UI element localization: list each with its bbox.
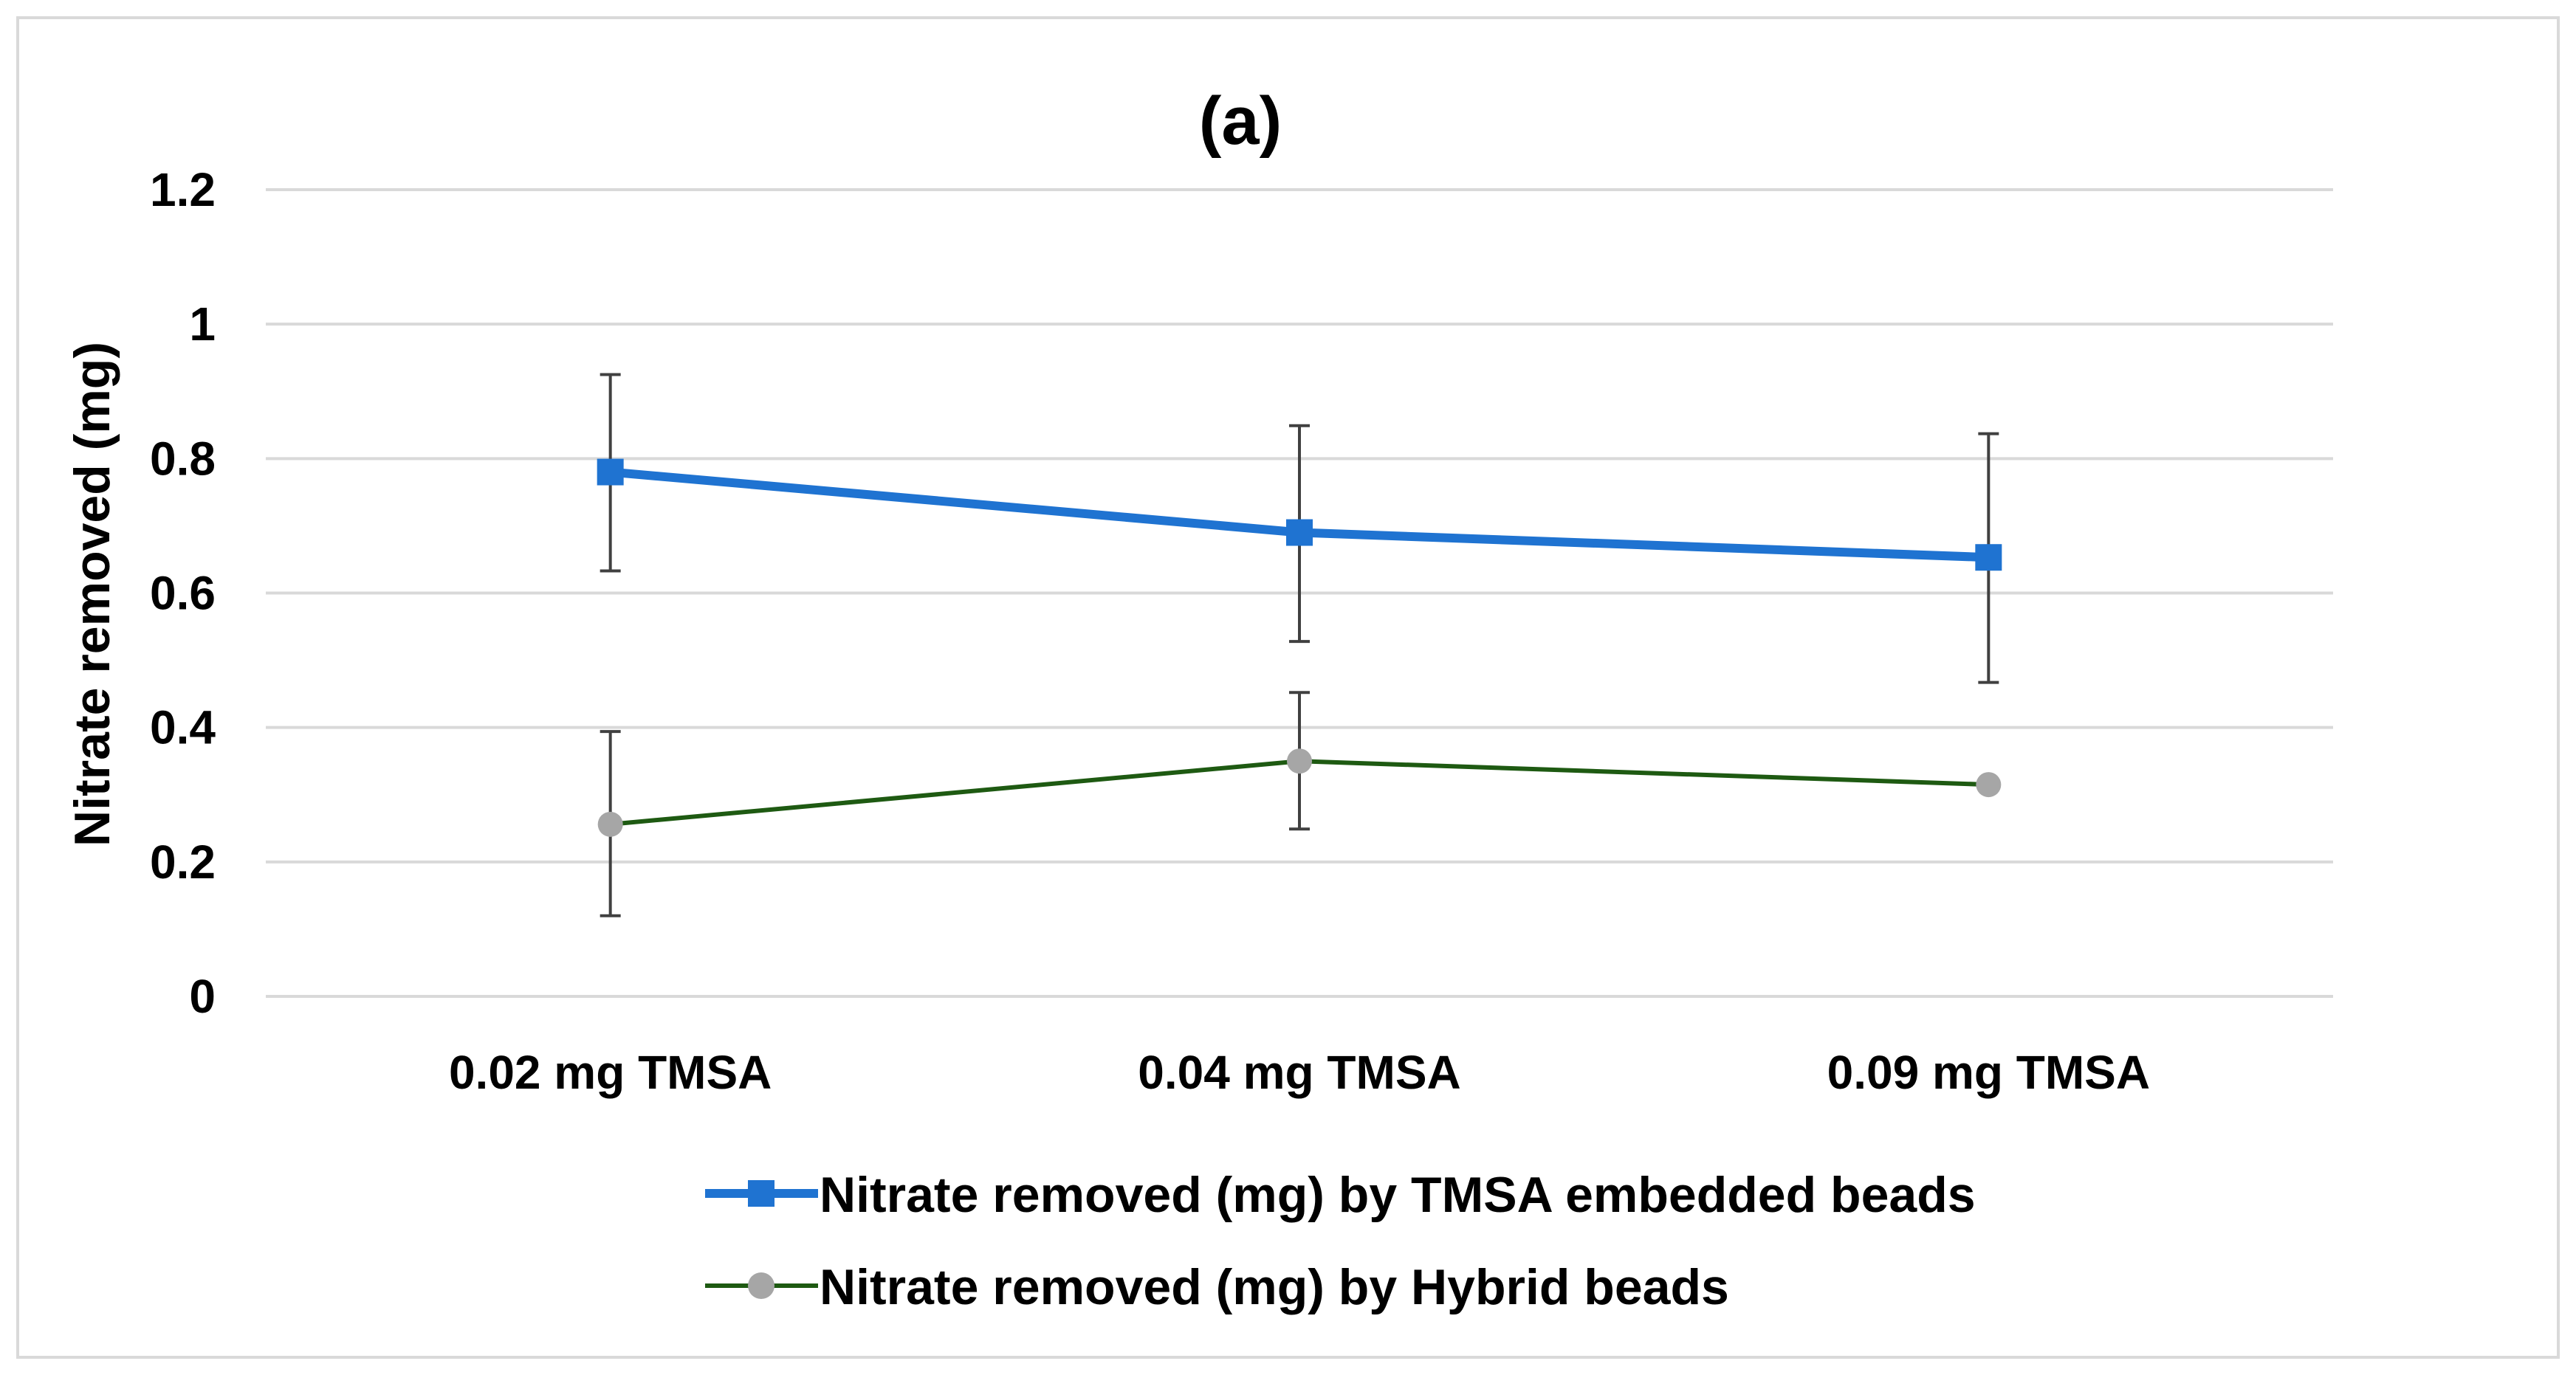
x-tick-labels: 0.02 mg TMSA 0.04 mg TMSA 0.09 mg TMSA: [449, 1046, 2150, 1099]
legend-marker-hybrid: [748, 1272, 774, 1299]
y-tick-labels: 0 0.2 0.4 0.6 0.8 1 1.2: [150, 163, 216, 1023]
chart-title: (a): [1199, 83, 1282, 159]
legend-item-tmsa: Nitrate removed (mg) by TMSA embedded be…: [705, 1167, 1976, 1223]
legend-label-hybrid: Nitrate removed (mg) by Hybrid beads: [820, 1259, 1729, 1315]
legend-item-hybrid: Nitrate removed (mg) by Hybrid beads: [705, 1259, 1729, 1315]
y-axis-label: Nitrate removed (mg): [64, 342, 120, 847]
x-tick-label: 0.04 mg TMSA: [1138, 1046, 1460, 1099]
x-tick-label: 0.02 mg TMSA: [449, 1046, 772, 1099]
y-tick-label: 0.2: [150, 835, 216, 889]
y-tick-label: 1: [189, 297, 216, 351]
legend: Nitrate removed (mg) by TMSA embedded be…: [705, 1167, 1976, 1315]
data-point: [597, 458, 624, 486]
y-tick-label: 1.2: [150, 163, 216, 216]
data-point: [1976, 772, 2002, 798]
legend-marker-tmsa: [748, 1180, 774, 1207]
data-point: [1975, 544, 2002, 571]
data-point: [597, 811, 623, 837]
y-tick-label: 0: [189, 970, 216, 1023]
series-hybrid: [597, 691, 2002, 917]
y-tick-label: 0.6: [150, 567, 216, 620]
data-point: [1286, 519, 1313, 546]
x-tick-label: 0.09 mg TMSA: [1827, 1046, 2150, 1099]
data-point: [1287, 748, 1312, 774]
legend-label-tmsa: Nitrate removed (mg) by TMSA embedded be…: [820, 1167, 1976, 1223]
chart-frame: [16, 16, 2560, 1359]
y-tick-label: 0.8: [150, 432, 216, 485]
series-layer: [597, 373, 2002, 917]
series-tmsa-embedded: [597, 373, 2002, 684]
y-tick-label: 0.4: [150, 701, 216, 754]
